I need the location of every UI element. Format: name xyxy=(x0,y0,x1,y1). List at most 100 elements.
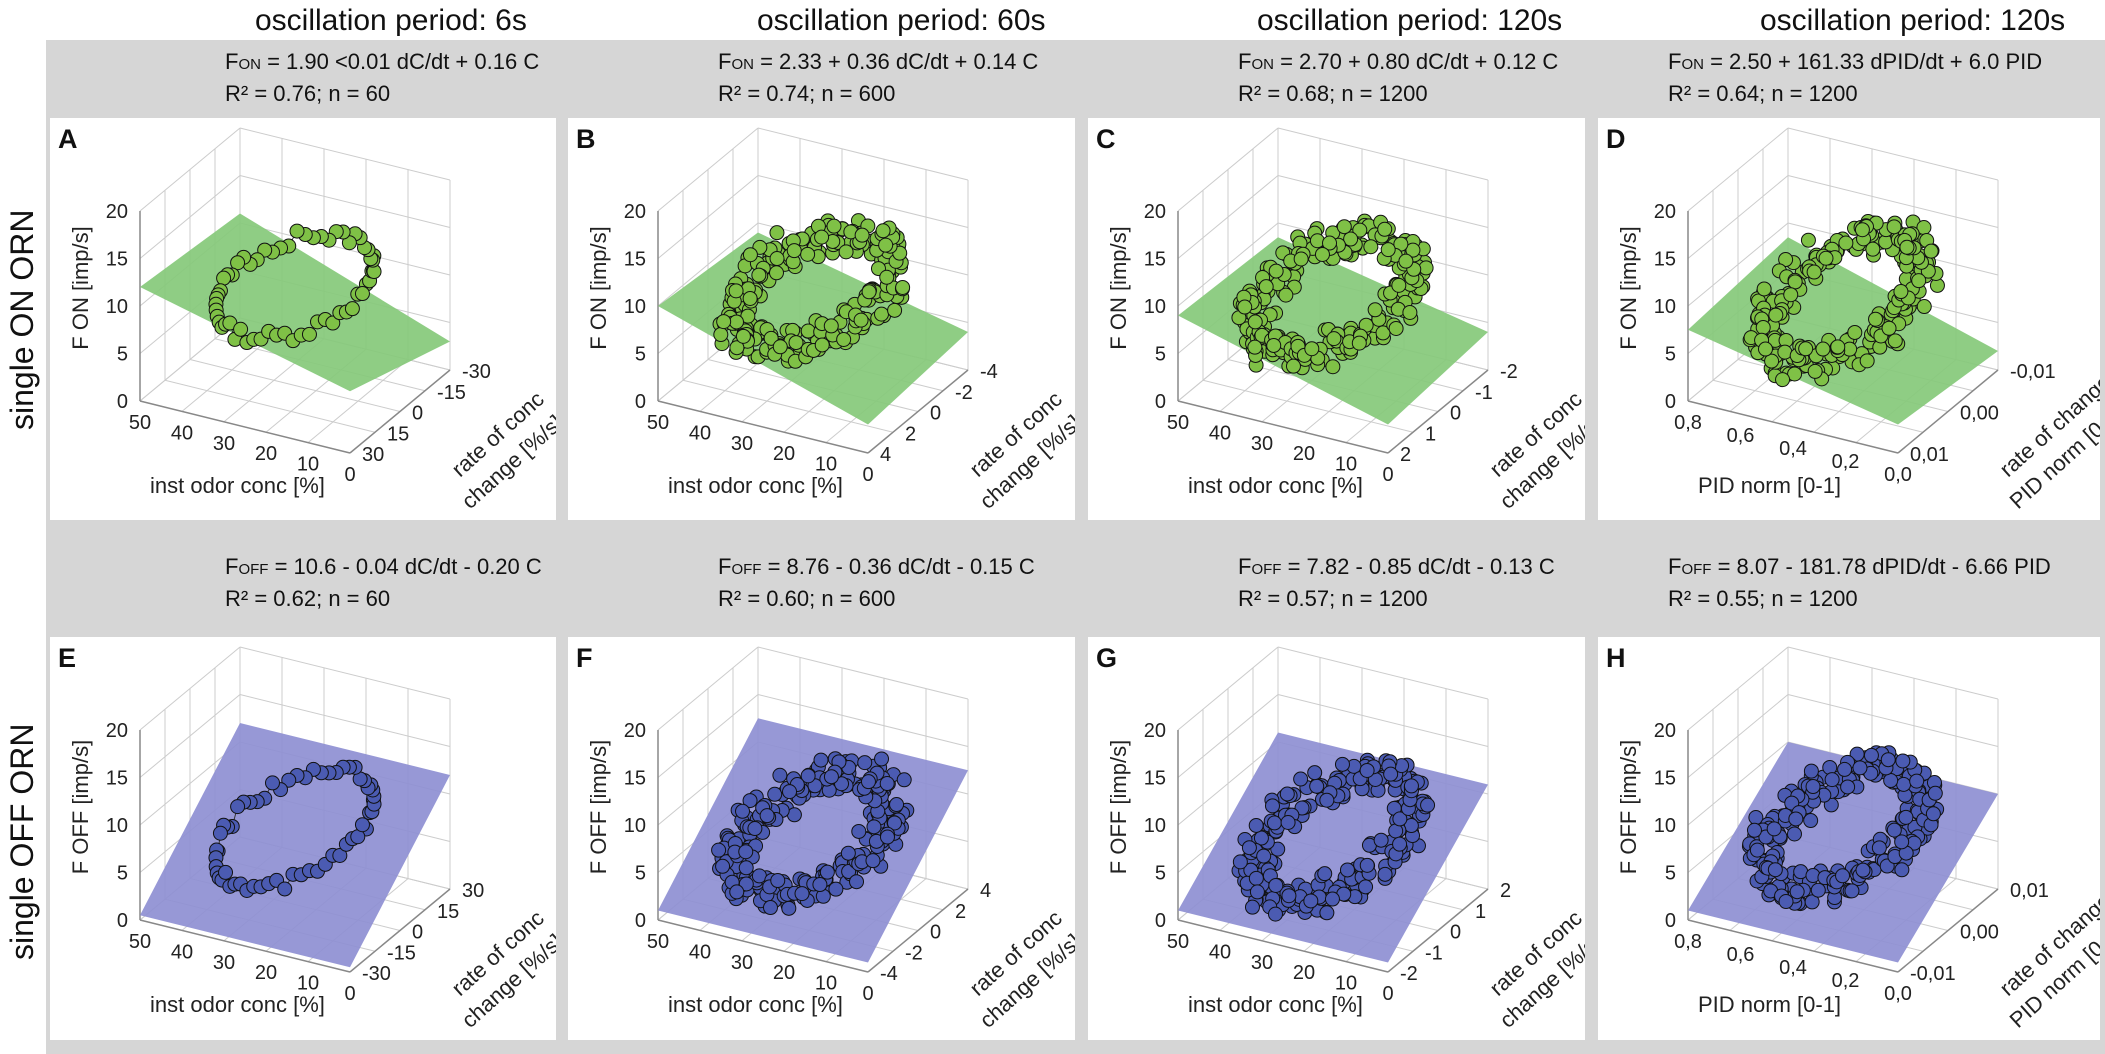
x-axis-label: PID norm [0-1] xyxy=(1698,992,1841,1017)
data-point xyxy=(1840,779,1856,795)
data-point xyxy=(1241,840,1257,856)
data-point xyxy=(1844,883,1860,899)
y-tick-label: -2 xyxy=(1500,361,1518,383)
data-point xyxy=(1244,899,1260,915)
x-tick-label: 30 xyxy=(213,952,235,974)
data-point xyxy=(1388,320,1404,336)
y-axis xyxy=(1387,369,1489,454)
data-point xyxy=(769,265,785,281)
data-point xyxy=(769,225,785,241)
data-point xyxy=(1830,339,1846,355)
z-tick-label: 0 xyxy=(635,910,646,932)
data-point xyxy=(823,769,839,785)
z-tick-label: 10 xyxy=(106,815,128,837)
data-point xyxy=(1294,800,1310,816)
equation-H: FOFF = 8.07 - 181.78 dPID/dt - 6.66 PID R… xyxy=(1668,552,2051,613)
data-point xyxy=(840,845,856,861)
eq-subscript: ON xyxy=(238,56,261,73)
data-point xyxy=(1880,752,1896,768)
data-point xyxy=(1248,817,1264,833)
z-axis-label: F OFF [imp/s] xyxy=(68,740,93,874)
z-tick-label: 5 xyxy=(1155,344,1166,366)
data-point xyxy=(759,808,775,824)
eq-subscript: OFF xyxy=(1681,561,1712,578)
x-tick-label: 50 xyxy=(647,412,669,434)
data-point xyxy=(325,315,341,331)
regression-plane xyxy=(1688,237,1998,425)
data-point xyxy=(1256,848,1272,864)
data-point xyxy=(767,786,783,802)
z-axis-label: F OFF [imp/s] xyxy=(1616,740,1641,874)
y-tick-label: -4 xyxy=(980,361,998,383)
row-label-on: single ON ORN xyxy=(4,209,40,431)
data-point xyxy=(1237,299,1253,315)
data-point xyxy=(875,223,891,239)
data-point xyxy=(1824,772,1840,788)
equation-C: FON = 2.70 + 0.80 dC/dt + 0.12 C R² = 0.6… xyxy=(1238,47,1558,108)
y-tick-label: 1 xyxy=(1425,423,1436,445)
data-point xyxy=(1392,811,1408,827)
data-point xyxy=(1886,822,1902,838)
x-tick-label: 30 xyxy=(213,433,235,455)
data-point xyxy=(1899,239,1915,255)
x-tick-label: 10 xyxy=(815,973,837,995)
data-point xyxy=(794,886,810,902)
data-point xyxy=(878,237,894,253)
x-axis-label: inst odor conc [%] xyxy=(1188,473,1363,498)
eq-prefix: F xyxy=(225,49,239,74)
data-point xyxy=(1319,905,1335,921)
panel-D: D 0 5 10 15 20 0,8 0,6 0,4 0,2 0,0 -0,01 0,00 0,01 F O… xyxy=(1598,118,2100,520)
eq-prefix: F xyxy=(1668,49,1682,74)
z-axis-label: F OFF [imp/s] xyxy=(1106,740,1131,874)
data-point xyxy=(1247,314,1263,330)
data-point xyxy=(1923,243,1939,259)
y-tick-label: -30 xyxy=(362,963,391,985)
data-point xyxy=(1303,893,1319,909)
data-point xyxy=(1343,231,1359,247)
x-tick-label: 40 xyxy=(1209,422,1231,444)
x-tick-label: 0,0 xyxy=(1884,983,1912,1005)
z-axis-label: F ON [imp/s] xyxy=(586,226,611,349)
data-point xyxy=(1363,239,1379,255)
data-point xyxy=(769,251,785,267)
data-point xyxy=(1293,251,1309,267)
z-tick-label: 20 xyxy=(624,201,646,223)
data-point xyxy=(713,327,729,343)
back-wall-grid xyxy=(239,646,451,700)
data-point xyxy=(1777,344,1793,360)
x-tick-label: 0,8 xyxy=(1674,412,1702,434)
z-tick-label: 5 xyxy=(117,863,128,885)
eq-terms: = 7.82 - 0.85 dC/dt - 0.13 C xyxy=(1281,554,1555,579)
eq-terms: = 2.70 + 0.80 dC/dt + 0.12 C xyxy=(1273,49,1559,74)
data-point xyxy=(751,868,767,884)
panel-letter: C xyxy=(1096,124,1116,154)
data-point xyxy=(1893,284,1909,300)
data-point xyxy=(1383,766,1399,782)
x-axis-label: inst odor conc [%] xyxy=(150,992,325,1017)
data-point xyxy=(1249,884,1265,900)
data-point xyxy=(828,881,844,897)
data-point xyxy=(857,755,873,771)
data-point xyxy=(800,768,816,784)
data-point xyxy=(1403,778,1419,794)
data-point xyxy=(742,290,758,306)
data-point xyxy=(1392,836,1408,852)
panel-C: C 0 5 10 15 20 50 40 30 20 10 0 -2 -1 0 1 2 F ON [imp/s] i… xyxy=(1088,118,1585,520)
data-point xyxy=(1787,366,1803,382)
floor-grid xyxy=(164,379,376,433)
eq-prefix: F xyxy=(718,49,732,74)
y-tick-label: 0,00 xyxy=(1960,403,1999,425)
data-point xyxy=(1358,879,1374,895)
data-point xyxy=(1805,779,1821,795)
data-point xyxy=(738,860,754,876)
regression-plane xyxy=(140,723,450,968)
y-axis xyxy=(1387,888,1489,973)
x-tick-label: 0,4 xyxy=(1779,957,1807,979)
x-tick-label: 0 xyxy=(1382,983,1393,1005)
back-wall-grid xyxy=(1277,127,1489,181)
x-tick-label: 20 xyxy=(255,443,277,465)
eq-subscript: ON xyxy=(731,56,754,73)
data-point xyxy=(889,797,905,813)
